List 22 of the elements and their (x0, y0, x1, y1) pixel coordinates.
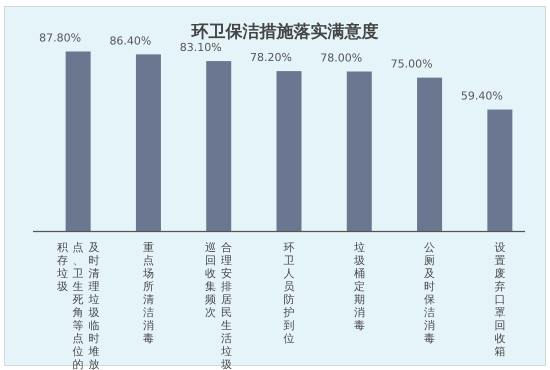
x-tick-label: 垃圾桶定期消毒 (352, 241, 366, 334)
chart-title: 环卫保洁措施落实满意度 (190, 22, 378, 42)
bar (66, 51, 91, 231)
x-tick-label: 公厕及时保洁消毒 (423, 241, 436, 347)
bar (417, 78, 442, 231)
data-label: 83.10% (180, 41, 222, 54)
category-label: 设置废弃口罩回收箱 (494, 241, 506, 358)
category-label: 及时清理垃圾临时堆放点、卫生死角等点位的积存垃圾 (57, 241, 100, 370)
data-label: 78.00% (320, 52, 362, 65)
bar (206, 61, 232, 231)
bar (346, 72, 372, 231)
bar (136, 54, 161, 231)
data-label: 75.00% (390, 58, 433, 71)
category-label: 合理安排居民生活垃圾巡回收集频次 (205, 241, 232, 370)
x-tick-label: 环卫人员防护到位 (282, 241, 296, 347)
data-label: 87.80% (39, 31, 82, 44)
data-label: 86.40% (109, 34, 152, 48)
x-tick-label: 重点场所清洁消毒 (142, 241, 155, 347)
data-label: 59.40% (460, 90, 503, 103)
data-label: 78.20% (250, 51, 292, 64)
bar (487, 110, 512, 231)
bar (276, 71, 302, 231)
